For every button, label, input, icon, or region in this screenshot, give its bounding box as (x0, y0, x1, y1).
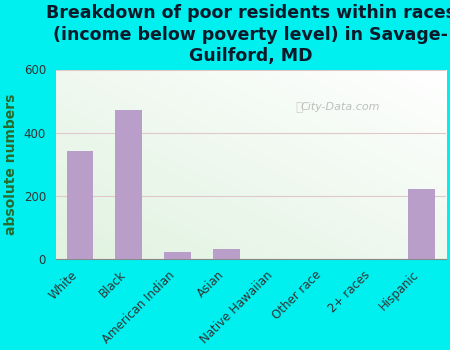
Bar (213, 249, 240, 259)
Bar (116, 111, 142, 259)
Text: ⓒ: ⓒ (296, 101, 303, 114)
Bar (164, 252, 191, 259)
Bar (408, 189, 435, 259)
Y-axis label: absolute numbers: absolute numbers (4, 93, 18, 235)
Text: City-Data.com: City-Data.com (301, 102, 380, 112)
Bar (67, 152, 94, 259)
Title: Breakdown of poor residents within races
(income below poverty level) in Savage-: Breakdown of poor residents within races… (46, 4, 450, 65)
